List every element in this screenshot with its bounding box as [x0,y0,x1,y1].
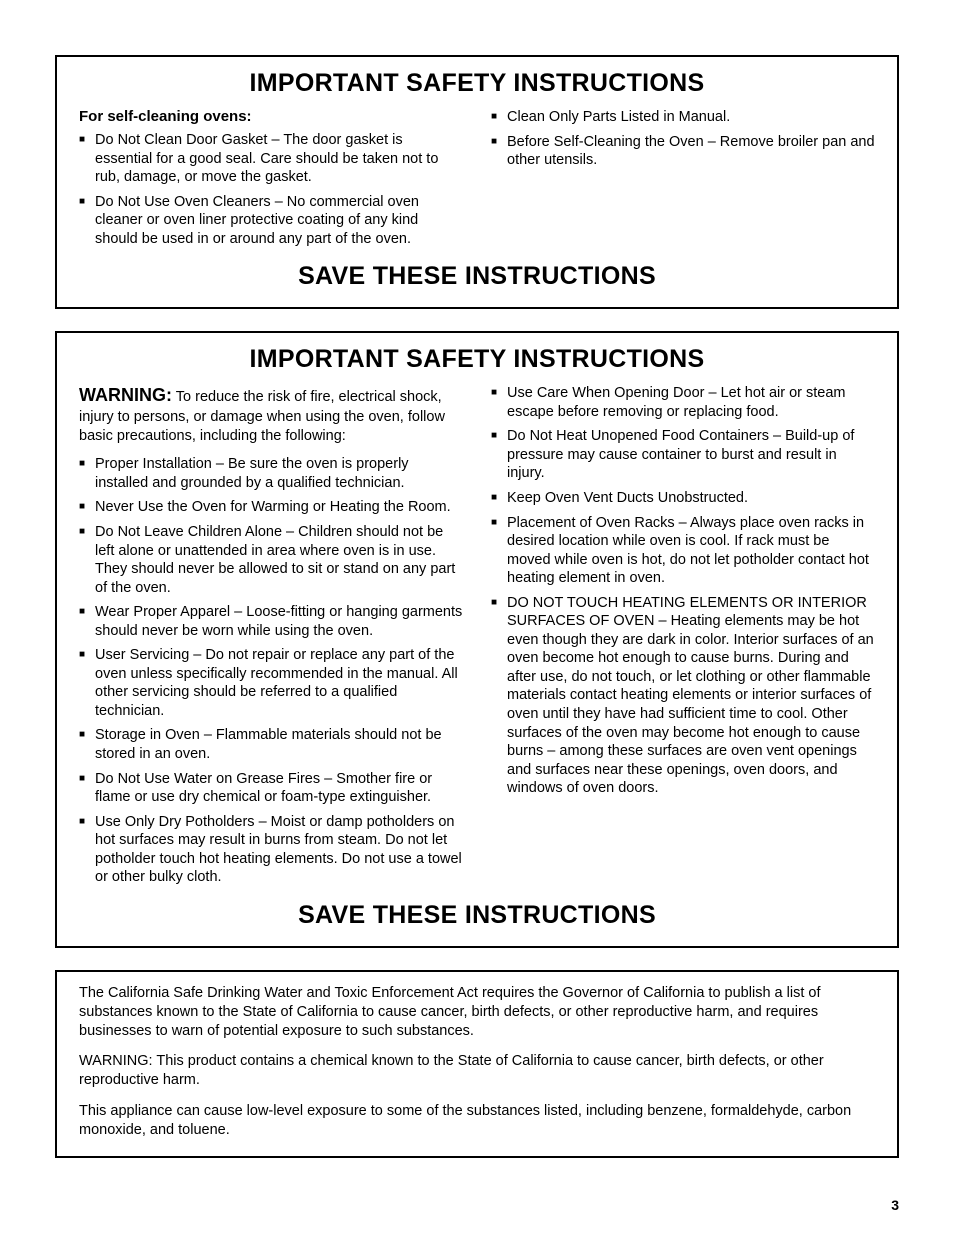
panel1-columns: For self-cleaning ovens: Do Not Clean Do… [79,108,875,254]
list-item: Wear Proper Apparel – Loose-fitting or h… [79,603,463,640]
list-item: User Servicing – Do not repair or replac… [79,646,463,720]
list-item: Before Self-Cleaning the Oven – Remove b… [491,133,875,170]
panel1-footer: SAVE THESE INSTRUCTIONS [79,262,875,291]
panel2-right-col: Use Care When Opening Door – Let hot air… [491,384,875,893]
notice-paragraph: The California Safe Drinking Water and T… [79,984,875,1041]
panel2-title: IMPORTANT SAFETY INSTRUCTIONS [79,345,875,374]
panel1-left-heading: For self-cleaning ovens: [79,108,463,125]
panel1-right-col: Clean Only Parts Listed in Manual. Before… [491,108,875,254]
list-item: Clean Only Parts Listed in Manual. [491,108,875,127]
list-item: Use Care When Opening Door – Let hot air… [491,384,875,421]
panel2-left-col: WARNING: To reduce the risk of fire, ele… [79,384,463,893]
panel2-columns: WARNING: To reduce the risk of fire, ele… [79,384,875,893]
list-item: Do Not Use Oven Cleaners – No commercial… [79,193,463,249]
list-item: Do Not Heat Unopened Food Containers – B… [491,427,875,483]
california-notice-panel: The California Safe Drinking Water and T… [55,970,899,1158]
panel1-left-col: For self-cleaning ovens: Do Not Clean Do… [79,108,463,254]
list-item: Proper Installation – Be sure the oven i… [79,455,463,492]
list-item: DO NOT TOUCH HEATING ELEMENTS OR INTERIO… [491,594,875,798]
list-item: Keep Oven Vent Ducts Unobstructed. [491,489,875,508]
list-item: Use Only Dry Potholders – Moist or damp … [79,813,463,887]
panel2-left-list: Proper Installation – Be sure the oven i… [79,455,463,886]
list-item: Do Not Clean Door Gasket – The door gask… [79,131,463,187]
panel1-title: IMPORTANT SAFETY INSTRUCTIONS [79,69,875,98]
panel2-right-list: Use Care When Opening Door – Let hot air… [491,384,875,797]
list-item: Storage in Oven – Flammable materials sh… [79,726,463,763]
panel2-footer: SAVE THESE INSTRUCTIONS [79,901,875,930]
page-number: 3 [891,1197,899,1213]
list-item: Placement of Oven Racks – Always place o… [491,514,875,588]
list-item: Do Not Use Water on Grease Fires – Smoth… [79,770,463,807]
safety-panel-1: IMPORTANT SAFETY INSTRUCTIONS For self-c… [55,55,899,309]
notice-paragraph: This appliance can cause low-level expos… [79,1102,875,1140]
notice-paragraph: WARNING: This product contains a chemica… [79,1052,875,1090]
warning-label: WARNING: [79,385,172,405]
list-item: Do Not Leave Children Alone – Children s… [79,523,463,597]
list-item: Never Use the Oven for Warming or Heatin… [79,498,463,517]
panel1-right-list: Clean Only Parts Listed in Manual. Before… [491,108,875,170]
panel1-left-list: Do Not Clean Door Gasket – The door gask… [79,131,463,248]
safety-panel-2: IMPORTANT SAFETY INSTRUCTIONS WARNING: T… [55,331,899,948]
warning-paragraph: WARNING: To reduce the risk of fire, ele… [79,384,463,445]
